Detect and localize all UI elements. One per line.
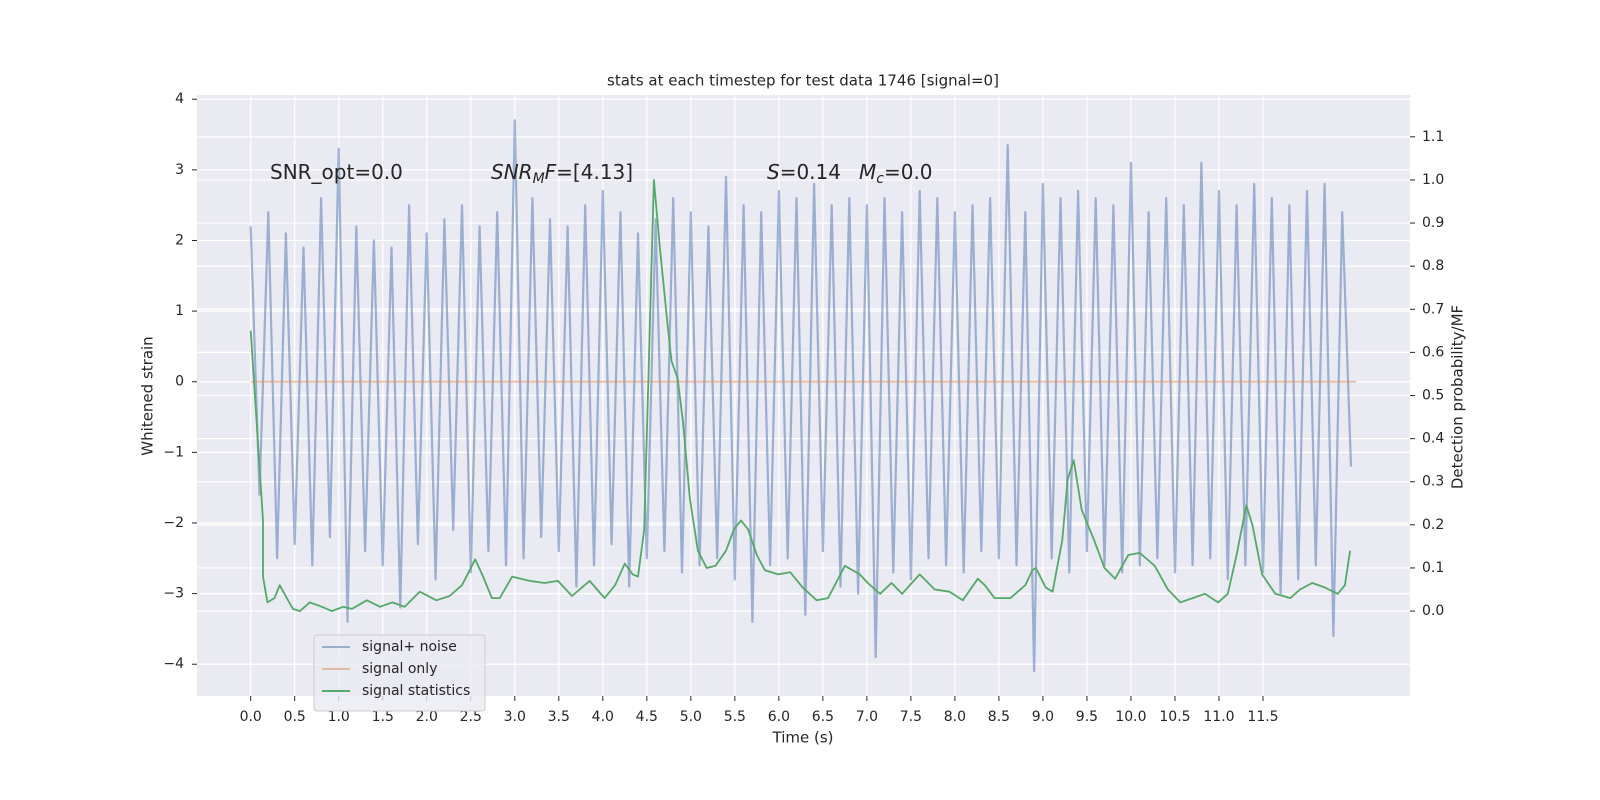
y2-tick-label: 0.2 [1422,517,1444,533]
y2-tick-label: 0.4 [1422,431,1444,447]
annotation: SNRMF=[4.13] [491,160,633,188]
x-tick-label: 9.5 [1076,709,1098,725]
x-tick-label: 11.0 [1203,709,1234,725]
y-tick-label: −3 [163,586,184,602]
x-tick-label: 4.5 [636,709,658,725]
series-line [249,119,1353,673]
annotation-part: SNR [491,160,533,184]
y-tick-label: −2 [163,515,184,531]
series-line [249,179,1351,612]
x-tick-label: 4.0 [592,709,614,725]
annotation-part: F [545,160,557,184]
y2-tick-label: 0.5 [1422,388,1444,404]
annotation-part: =0.14 [780,160,841,184]
annotation-part: M [859,160,876,184]
y-tick-label: 4 [175,91,184,107]
x-tick-label: 0.5 [284,709,306,725]
x-tick-label: 7.0 [856,709,878,725]
y2-tick-label: 0.7 [1422,301,1444,317]
x-tick-label: 11.5 [1247,709,1278,725]
y-tick-label: 1 [175,303,184,319]
x-tick-label: 9.0 [1032,709,1054,725]
annotation: SNR_opt=0.0 [270,160,403,184]
x-tick-label: 3.5 [548,709,570,725]
x-tick-label: 3.0 [504,709,526,725]
y-tick-label: −4 [163,656,184,672]
x-tick-label: 5.0 [680,709,702,725]
y2-tick-label: 0.6 [1422,344,1444,360]
x-tick-label: 6.0 [768,709,790,725]
x-tick-label: 5.5 [724,709,746,725]
annotation-part: S [767,160,780,184]
annotation-part: =0.0 [884,160,933,184]
y-tick-label: 0 [175,374,184,390]
y2-tick-label: 0.0 [1422,603,1444,619]
y-tick-label: 2 [175,232,184,248]
x-tick-label: 2.5 [460,709,482,725]
chart-title: stats at each timestep for test data 174… [607,72,999,90]
x-tick-label: 1.0 [328,709,350,725]
x-tick-label: 8.0 [944,709,966,725]
legend-text: signal+ noise [362,639,457,655]
annotation-part: =[4.13] [556,160,633,184]
y-tick-label: −1 [163,444,184,460]
x-tick-label: 2.0 [416,709,438,725]
x-axis-label: Time (s) [772,729,834,747]
y2-tick-label: 1.1 [1422,129,1444,145]
x-tick-label: 8.5 [988,709,1010,725]
annotation-part: SNR_opt=0.0 [270,160,403,184]
x-tick-label: 7.5 [900,709,922,725]
annotation: Mc=0.0 [859,160,933,188]
y2-tick-label: 0.1 [1422,560,1444,576]
y2-tick-label: 0.9 [1422,215,1444,231]
legend-box [313,634,486,712]
y2-tick-label: 0.8 [1422,258,1444,274]
legend-text: signal statistics [362,683,470,699]
x-tick-label: 1.5 [372,709,394,725]
y-tick-label: 3 [175,162,184,178]
annotation-part: M [533,171,545,187]
x-tick-label: 10.0 [1115,709,1146,725]
x-tick-label: 10.5 [1159,709,1190,725]
y2-tick-label: 0.3 [1422,474,1444,490]
x-tick-label: 0.0 [240,709,262,725]
y-axis-label: Whitened strain [139,336,157,455]
y2-tick-label: 1.0 [1422,172,1444,188]
annotation-part: c [876,171,884,187]
annotation: S=0.14 [767,160,841,184]
y2-axis-label: Detection probability/MF [1449,305,1467,489]
legend-text: signal only [362,661,437,677]
x-tick-label: 6.5 [812,709,834,725]
